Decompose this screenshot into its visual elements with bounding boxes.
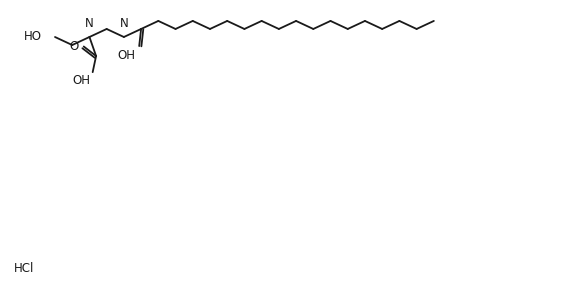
Text: N: N — [85, 17, 94, 30]
Text: N: N — [119, 17, 128, 30]
Text: OH: OH — [73, 74, 90, 87]
Text: HCl: HCl — [14, 262, 35, 274]
Text: O: O — [70, 40, 79, 53]
Text: OH: OH — [117, 49, 135, 62]
Text: HO: HO — [24, 30, 42, 44]
